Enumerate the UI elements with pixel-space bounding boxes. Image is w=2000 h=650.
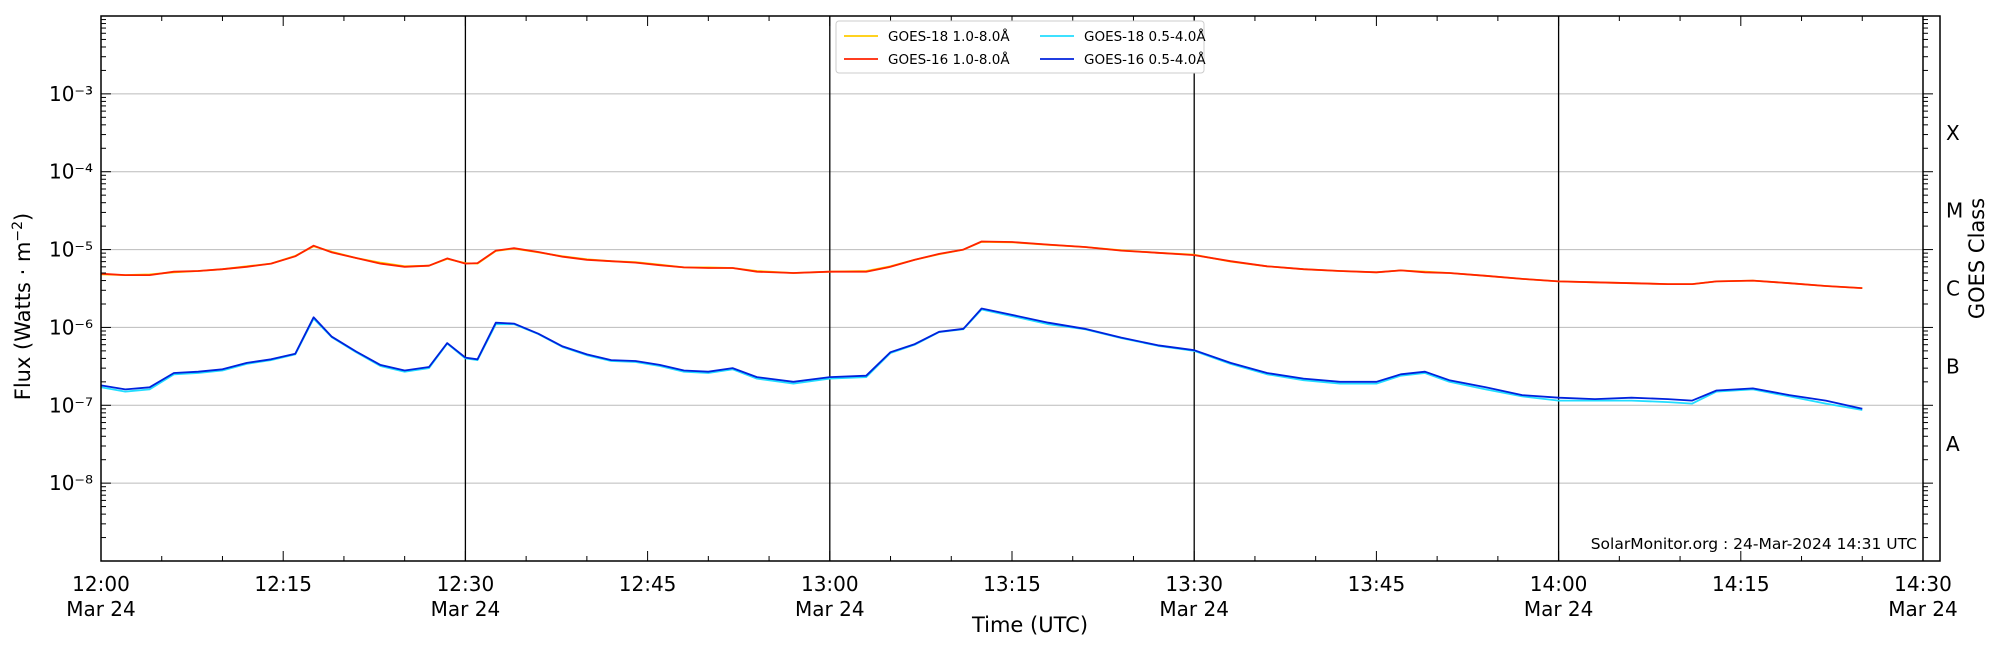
- x-tick-date-label: Mar 24: [1888, 597, 1958, 621]
- credit-text: SolarMonitor.org : 24-Mar-2024 14:31 UTC: [1591, 535, 1917, 553]
- goes-class-label: X: [1946, 121, 1960, 145]
- x-tick-label: 12:45: [619, 572, 677, 596]
- x-tick-label: 12:30: [437, 572, 495, 596]
- series-line: [100, 240, 1863, 289]
- legend: GOES-18 1.0-8.0Å GOES-16 1.0-8.0Å GOES-18 …: [835, 20, 1206, 74]
- x-tick-label: 14:30: [1894, 572, 1952, 596]
- y-axis-tick-labels: 10⁻⁸ 10⁻⁷ 10⁻⁶ 10⁻⁵ 10⁻⁴ 10⁻³: [49, 82, 93, 495]
- legend-box: [835, 20, 1205, 74]
- series-line: [100, 308, 1863, 411]
- series-line: [100, 240, 1863, 289]
- series-lines: [100, 240, 1863, 411]
- right-axis-title: GOES Class: [1965, 198, 1989, 319]
- legend-label: GOES-18 0.5-4.0Å: [1084, 28, 1206, 45]
- x-tick-label: 14:15: [1712, 572, 1770, 596]
- series-line: [100, 307, 1863, 410]
- grid-lines: [101, 93, 1923, 484]
- goes-class-label: B: [1946, 354, 1960, 378]
- goes-class-label: C: [1946, 277, 1960, 301]
- x-tick-date-label: Mar 24: [1159, 597, 1229, 621]
- legend-label: GOES-16 1.0-8.0Å: [888, 51, 1010, 68]
- x-tick-date-label: Mar 24: [66, 597, 136, 621]
- y-tick-label: 10⁻⁵: [49, 238, 93, 262]
- x-tick-label: 12:00: [72, 572, 130, 596]
- y-tick-label: 10⁻⁴: [49, 160, 93, 184]
- goes-class-label: A: [1946, 432, 1960, 456]
- goes-class-label: M: [1946, 199, 1963, 223]
- x-tick-label: 13:15: [983, 572, 1041, 596]
- x-tick-date-label: Mar 24: [795, 597, 865, 621]
- x-tick-label: 13:00: [801, 572, 859, 596]
- x-tick-label: 13:30: [1165, 572, 1223, 596]
- y-tick-label: 10⁻⁶: [49, 315, 93, 339]
- legend-label: GOES-16 0.5-4.0Å: [1084, 51, 1206, 68]
- x-tick-date-label: Mar 24: [431, 597, 501, 621]
- y-tick-label: 10⁻⁸: [49, 471, 93, 495]
- x-axis-title: Time (UTC): [971, 613, 1088, 637]
- y-tick-label: 10⁻³: [49, 82, 93, 106]
- legend-label: GOES-18 1.0-8.0Å: [888, 28, 1010, 45]
- goes-class-labels: A B C M X: [1946, 121, 1963, 456]
- plot-frame: [100, 15, 1941, 562]
- x-tick-date-label: Mar 24: [1524, 597, 1594, 621]
- axis-ticks: [100, 16, 1933, 562]
- y-tick-label: 10⁻⁷: [49, 393, 93, 417]
- x-tick-label: 12:15: [254, 572, 312, 596]
- x-tick-label: 13:45: [1348, 572, 1406, 596]
- vertical-time-markers: [464, 16, 1560, 561]
- x-tick-label: 14:00: [1530, 572, 1588, 596]
- y-axis-title: Flux (Watts · m−2): [10, 213, 35, 401]
